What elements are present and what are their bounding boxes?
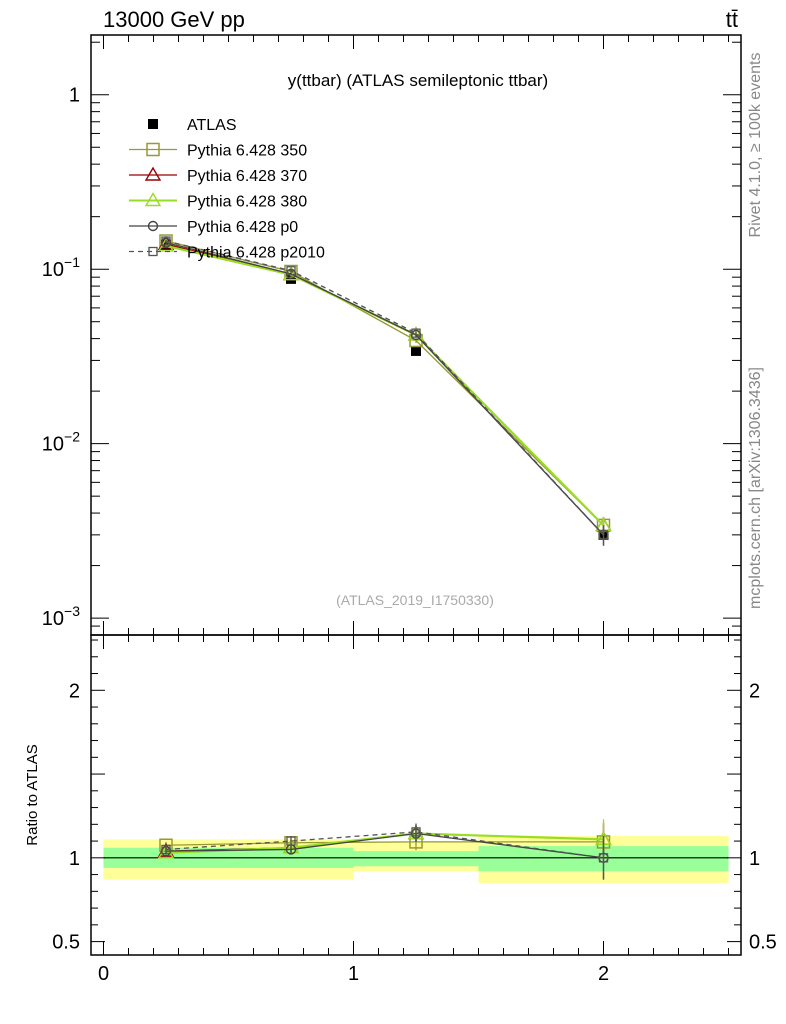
legend-label: Pythia 6.428 370 bbox=[187, 168, 307, 185]
series-p380 bbox=[157, 237, 612, 535]
x-tick-label: 1 bbox=[348, 963, 359, 985]
series-p0 bbox=[160, 237, 609, 546]
x-tick-label: 0 bbox=[98, 963, 109, 985]
ratio-y-tick-label-right: 1 bbox=[749, 848, 760, 870]
legend-marker bbox=[148, 119, 158, 129]
y-tick-label: 10−1 bbox=[42, 254, 80, 281]
header-final-state-label: tt̄ bbox=[726, 7, 738, 32]
data-point bbox=[598, 530, 609, 540]
ratio-y-tick-label-right: 0.5 bbox=[749, 932, 777, 954]
series-p370 bbox=[157, 235, 612, 535]
y-tick-label: 10−2 bbox=[42, 429, 80, 456]
mcplots-source-label: mcplots.cern.ch [arXiv:1306.3436] bbox=[747, 367, 764, 609]
ratio-y-tick-label: 1 bbox=[69, 848, 80, 870]
legend-label: Pythia 6.428 p0 bbox=[187, 219, 298, 236]
legend-marker bbox=[148, 246, 158, 257]
ratio-frame bbox=[90, 634, 742, 956]
main-panel: 1 10−1 10−2 10−3 y(ttbar) (ATLAS semileptoni… bbox=[42, 34, 742, 636]
ratio-y-tick-label-right: 2 bbox=[749, 680, 760, 702]
series-line bbox=[165, 240, 605, 536]
series-atlas bbox=[161, 239, 609, 540]
series-line bbox=[165, 243, 604, 526]
rivet-version-label: Rivet 4.1.0, ≥ 100k events bbox=[747, 53, 764, 238]
series-line bbox=[165, 240, 604, 526]
ratio-point bbox=[286, 836, 296, 846]
legend-label: Pythia 6.428 p2010 bbox=[187, 245, 325, 262]
ratio-series-p2010 bbox=[161, 823, 609, 880]
uncertainty-band-inner bbox=[353, 851, 479, 867]
ratio-point bbox=[411, 827, 421, 837]
series-p2010 bbox=[161, 236, 609, 546]
data-point bbox=[161, 236, 171, 246]
analysis-watermark: (ATLAS_2019_I1750330) bbox=[336, 592, 494, 608]
ratio-point bbox=[161, 844, 171, 855]
y-tick-label: 10−3 bbox=[42, 603, 80, 630]
ratio-y-axis-label: Ratio to ATLAS bbox=[24, 744, 41, 845]
ratio-line bbox=[165, 831, 604, 859]
series-line bbox=[165, 244, 605, 527]
y-tick-label: 1 bbox=[69, 85, 80, 107]
legend-marker bbox=[147, 220, 159, 232]
plot-title: y(ttbar) (ATLAS semileptonic ttbar) bbox=[288, 71, 548, 90]
ratio-y-tick-label: 2 bbox=[69, 680, 80, 702]
legend-label: ATLAS bbox=[187, 117, 237, 134]
data-point bbox=[284, 264, 298, 279]
series-p350 bbox=[159, 234, 611, 535]
legend-marker bbox=[144, 166, 162, 181]
ratio-point bbox=[598, 853, 609, 863]
ratio-line bbox=[165, 832, 604, 859]
legend-marker bbox=[144, 192, 162, 207]
data-point bbox=[411, 345, 421, 356]
series-line bbox=[165, 241, 605, 536]
ratio-panel: 2 2 1 1 0.5 0.5 0 1 2 Ratio to ATLAS bbox=[24, 634, 777, 985]
legend-label: Pythia 6.428 380 bbox=[187, 194, 307, 211]
legend-label: Pythia 6.428 350 bbox=[187, 143, 307, 160]
data-point bbox=[411, 328, 421, 338]
ratio-y-tick-label: 0.5 bbox=[52, 932, 80, 954]
ratio-line bbox=[165, 841, 604, 846]
header-process-label: 13000 GeV pp bbox=[103, 7, 245, 32]
x-tick-label: 2 bbox=[598, 963, 609, 985]
legend: ATLAS Pythia 6.428 350 Pythia 6.428 370 Pyt… bbox=[129, 117, 325, 262]
data-point bbox=[286, 266, 296, 276]
legend-marker bbox=[146, 142, 160, 157]
